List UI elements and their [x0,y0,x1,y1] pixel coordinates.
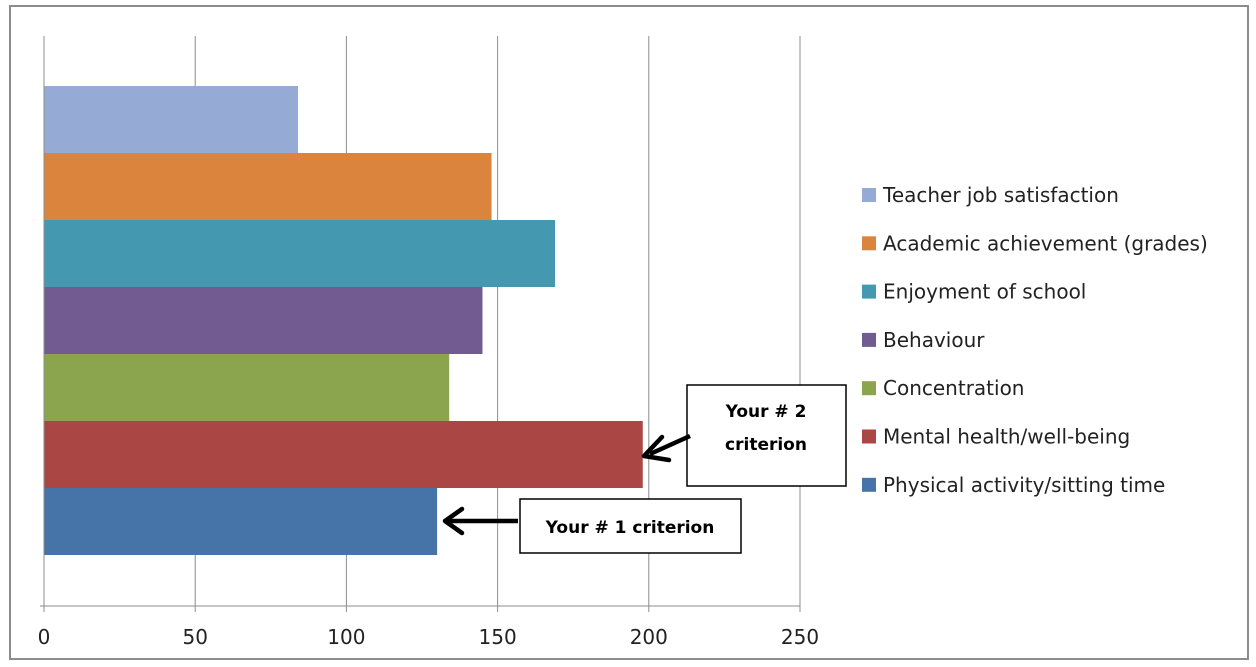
x-tick-label-200: 200 [630,625,668,649]
bar-0 [44,86,299,153]
x-tick-label-0: 0 [38,625,51,649]
x-tick-label-250: 250 [781,625,819,649]
callout-box-1 [519,498,742,554]
legend-swatch-0 [862,188,876,202]
callout-1-text: Your # 1 criterion [545,518,715,538]
legend-label-5: Mental health/well-being [883,425,1130,449]
legend-swatch-5 [862,429,876,444]
legend: Teacher job satisfaction Academic achieve… [862,183,1208,497]
legend-swatch-1 [862,236,876,251]
bar-1 [44,153,492,220]
legend-swatch-2 [862,284,876,299]
callout-2-line-2: criterion [725,435,807,455]
callout-2-arrowhead [641,434,672,463]
legend-swatch-6 [862,477,876,492]
callout-2-arrow [649,433,691,457]
bars [44,86,643,555]
x-axis: 0 50 100 150 200 250 [38,36,819,649]
legend-swatch-3 [862,332,876,347]
callout-box-2 [686,384,847,487]
legend-label-1: Academic achievement (grades) [883,231,1208,255]
x-tick-label-100: 100 [327,625,365,649]
legend-label-4: Concentration [883,376,1024,400]
bar-4 [44,354,450,421]
x-tick-label-150: 150 [479,625,517,649]
bar-5 [44,421,643,488]
bar-6 [44,488,438,555]
callout-2-line-1: Your # 2 [725,402,807,422]
bar-2 [44,220,556,287]
callout-1-arrowhead [442,506,465,536]
legend-label-0: Teacher job satisfaction [882,183,1119,207]
legend-swatch-4 [862,381,876,396]
legend-label-3: Behaviour [883,328,985,352]
x-tick-label-50: 50 [182,625,207,649]
legend-label-6: Physical activity/sitting time [883,473,1165,497]
bar-3 [44,287,483,354]
callouts: Your # 2 criterion Your # 1 criterion [442,384,847,554]
legend-label-2: Enjoyment of school [883,280,1086,304]
chart-frame [9,5,1249,660]
